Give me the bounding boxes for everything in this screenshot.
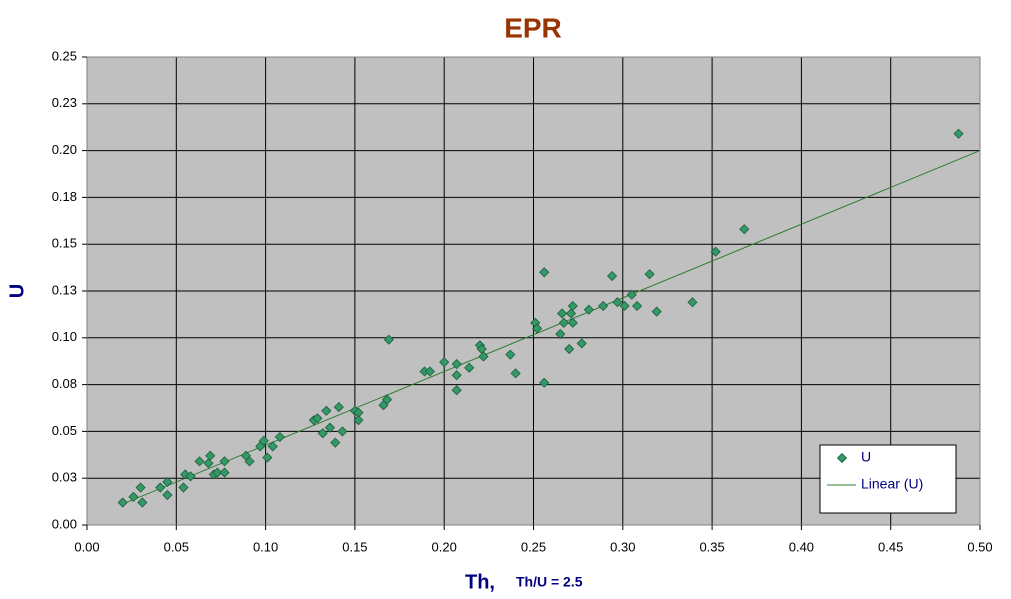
- y-axis-title: U: [6, 284, 28, 298]
- x-tick-label: 0.35: [699, 539, 724, 554]
- y-tick-label: 0.08: [52, 376, 77, 391]
- x-axis-title: Th,: [465, 571, 495, 593]
- x-tick-label: 0.20: [432, 539, 457, 554]
- data-point: [583, 304, 594, 315]
- data-point: [128, 491, 139, 502]
- data-point: [567, 317, 578, 328]
- data-point: [324, 422, 335, 433]
- data-point: [607, 270, 618, 282]
- data-point: [274, 431, 285, 443]
- x-tick-label: 0.25: [521, 539, 546, 554]
- legend-marker: [836, 452, 848, 464]
- y-tick-label: 0.23: [52, 95, 77, 110]
- x-tick-label: 0.05: [164, 539, 189, 554]
- data-point: [687, 297, 698, 308]
- data-point: [576, 338, 587, 349]
- data-point: [739, 224, 750, 235]
- x-tick-label: 0.45: [878, 539, 903, 554]
- chart-title: EPR: [504, 12, 562, 43]
- data-point: [317, 428, 328, 439]
- x-tick-label: 0.50: [967, 539, 992, 554]
- y-tick-label: 0.03: [52, 470, 77, 485]
- data-point: [162, 489, 173, 501]
- data-point: [312, 413, 323, 424]
- data-point: [333, 401, 344, 413]
- data-point: [651, 306, 662, 317]
- x-tick-label: 0.30: [610, 539, 635, 554]
- legend: U Linear (U): [819, 444, 957, 514]
- data-point: [451, 358, 462, 370]
- data-point: [464, 362, 475, 373]
- plot-area: [86, 56, 981, 526]
- data-point: [258, 435, 269, 446]
- data-point: [539, 267, 550, 278]
- x-tick-label: 0.15: [342, 539, 367, 554]
- data-point: [267, 441, 278, 452]
- data-point: [244, 456, 255, 467]
- data-point: [953, 128, 964, 139]
- data-point: [205, 450, 216, 461]
- data-point: [262, 452, 273, 463]
- data-point: [451, 385, 462, 396]
- y-tick-label: 0.10: [52, 329, 77, 344]
- x-tick-label: 0.10: [253, 539, 278, 554]
- data-point: [194, 456, 205, 467]
- data-point: [558, 317, 569, 328]
- legend-label: U: [861, 449, 871, 465]
- data-point: [212, 467, 223, 478]
- data-point: [321, 405, 332, 416]
- data-point: [555, 328, 566, 340]
- data-point: [219, 456, 230, 467]
- data-point: [137, 497, 148, 508]
- data-point: [598, 300, 609, 312]
- y-tick-label: 0.18: [52, 189, 77, 204]
- x-tick-label: 0.40: [789, 539, 814, 554]
- data-point: [330, 437, 341, 448]
- data-point: [478, 351, 489, 362]
- data-point: [539, 377, 550, 388]
- data-point: [505, 349, 516, 360]
- y-tick-label: 0.13: [52, 282, 77, 297]
- data-point: [564, 343, 575, 355]
- data-point: [337, 426, 348, 437]
- x-tick-label: 0.00: [74, 539, 99, 554]
- legend-label: Linear (U): [861, 476, 923, 492]
- data-point: [383, 334, 394, 345]
- data-point: [626, 289, 637, 300]
- data-point: [219, 467, 230, 478]
- data-point: [155, 482, 166, 493]
- data-point: [424, 366, 435, 377]
- data-point: [557, 308, 568, 319]
- data-point: [567, 300, 578, 312]
- data-point: [532, 323, 543, 334]
- data-point: [203, 458, 214, 469]
- data-point: [510, 368, 521, 379]
- data-point: [644, 269, 655, 280]
- data-point: [565, 308, 577, 319]
- x-axis-note: Th/U = 2.5: [516, 574, 583, 590]
- data-point: [612, 297, 623, 308]
- data-point: [117, 497, 128, 508]
- data-point: [451, 370, 462, 381]
- y-tick-label: 0.05: [52, 423, 77, 438]
- trend-line: [122, 150, 981, 505]
- data-point: [353, 415, 364, 426]
- y-tick-label: 0.25: [52, 48, 77, 63]
- data-point: [381, 394, 393, 405]
- data-point: [619, 300, 630, 312]
- data-point: [632, 300, 643, 312]
- y-tick-label: 0.20: [52, 142, 77, 157]
- y-tick-label: 0.15: [52, 236, 77, 251]
- data-point: [185, 471, 196, 482]
- data-point: [135, 482, 146, 493]
- y-tick-label: 0.00: [52, 516, 77, 531]
- data-point: [439, 357, 450, 368]
- data-point: [162, 476, 173, 488]
- data-point: [178, 482, 189, 493]
- data-point: [710, 246, 721, 257]
